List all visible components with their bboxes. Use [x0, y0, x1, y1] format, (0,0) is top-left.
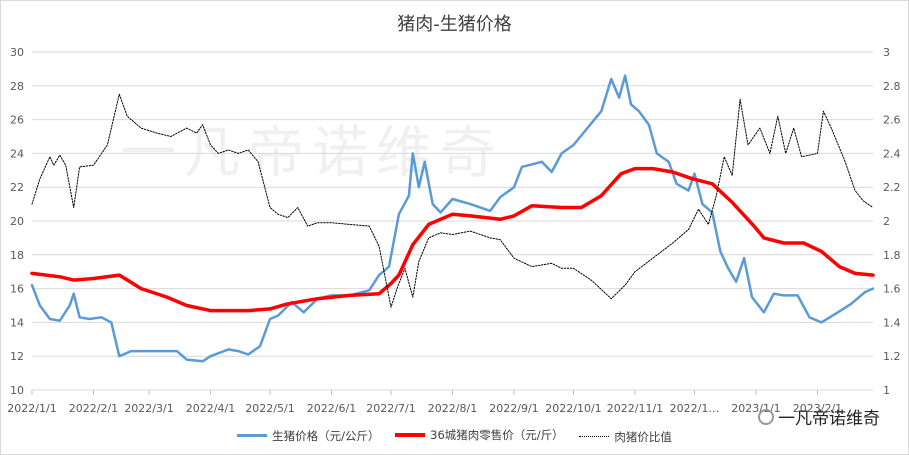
x-tick-label: 2022/10/1	[545, 402, 601, 415]
y-right-tick-label: 2.6	[883, 114, 901, 127]
y-left-tick-label: 20	[10, 215, 24, 228]
y-left-tick-label: 12	[10, 350, 24, 363]
x-tick-label: 2022/7/1	[366, 402, 415, 415]
x-tick-label: 2022/1…	[670, 402, 720, 415]
x-tick-label: 2022/5/1	[245, 402, 294, 415]
x-tick-label: 2022/9/1	[489, 402, 538, 415]
legend-swatch-pork-retail	[395, 433, 426, 437]
legend-label-ratio: 肉猪价比值	[614, 429, 672, 444]
x-tick-label: 2022/1/1	[7, 402, 56, 415]
y-left-tick-label: 14	[10, 316, 24, 329]
legend-label-pork-retail: 36城猪肉零售价（元/斤）	[430, 428, 564, 442]
watermark-text: 一凡帝诺维奇	[778, 409, 880, 429]
y-right-tick-label: 1.4	[883, 316, 901, 329]
legend-item-pork-retail: 36城猪肉零售价（元/斤）	[395, 427, 564, 443]
legend-label-pig-price: 生猪价格（元/公斤）	[272, 428, 380, 443]
x-tick-label: 2022/11/1	[607, 402, 663, 415]
y-left-tick-label: 30	[10, 46, 24, 59]
y-right-tick-label: 1.8	[883, 249, 901, 262]
y-left-tick-label: 16	[10, 283, 24, 296]
x-tick-label: 2022/6/1	[307, 402, 356, 415]
chart-title: 猪肉-生猪价格	[397, 14, 512, 35]
legend-swatch-ratio	[579, 436, 610, 437]
series-line-pork-retail	[30, 166, 875, 313]
y-right-tick-label: 1.2	[883, 350, 901, 363]
x-tick-label: 2022/4/1	[186, 402, 235, 415]
y-left-tick-label: 26	[10, 114, 24, 127]
legend-item-ratio: 肉猪价比值	[579, 429, 672, 445]
y-left-tick-label: 22	[10, 181, 24, 194]
x-tick-label: 2022/3/1	[124, 402, 173, 415]
watermark: 一凡帝诺维奇	[758, 404, 880, 429]
y-right-tick-label: 2.2	[883, 181, 901, 194]
y-right-tick-label: 1	[883, 384, 890, 397]
series-line-pig-price	[30, 74, 875, 363]
x-tick-label: 2022/8/1	[428, 402, 477, 415]
y-right-tick-label: 2.8	[883, 80, 901, 93]
y-left-tick-label: 28	[10, 80, 24, 93]
y-left-tick-label: 18	[10, 249, 24, 262]
x-tick-label: 2023/2/1	[793, 402, 842, 415]
y-right-tick-label: 1.6	[883, 283, 901, 296]
legend-swatch-pig-price	[237, 434, 268, 437]
y-left-tick-label: 10	[10, 384, 24, 397]
wechat-icon	[758, 408, 774, 425]
legend-item-pig-price: 生猪价格（元/公斤）	[237, 428, 380, 444]
series-line-ratio	[31, 93, 874, 308]
y-right-tick-label: 2.4	[883, 147, 901, 160]
legend: 生猪价格（元/公斤） 36城猪肉零售价（元/斤） 肉猪价比值	[0, 426, 909, 445]
y-right-tick-label: 2	[883, 215, 890, 228]
y-left-tick-label: 24	[10, 147, 24, 160]
y-right-tick-label: 3	[883, 46, 890, 59]
x-tick-label: 2022/2/1	[69, 402, 118, 415]
